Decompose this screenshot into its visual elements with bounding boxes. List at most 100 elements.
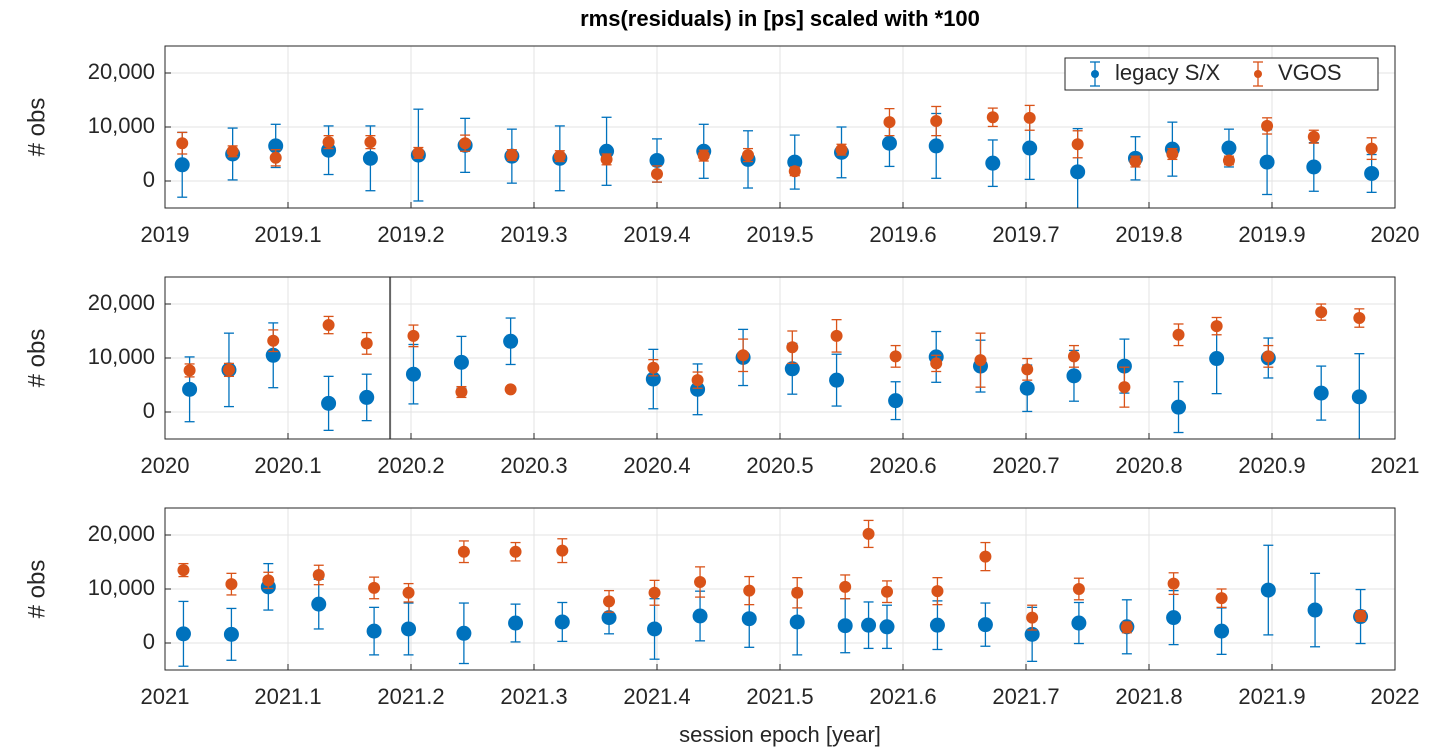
data-point — [556, 544, 569, 557]
data-point — [861, 617, 877, 633]
data-point — [789, 614, 805, 630]
data-point — [1066, 368, 1082, 384]
data-point — [1221, 140, 1237, 156]
x-tick-label: 2021.5 — [746, 684, 813, 709]
data-point — [322, 319, 335, 332]
x-axis-label: session epoch [year] — [679, 722, 881, 747]
data-point — [1353, 312, 1366, 325]
data-point — [741, 611, 757, 627]
data-point — [1019, 380, 1035, 396]
data-point — [1067, 350, 1080, 363]
data-point — [504, 383, 517, 396]
data-point — [321, 395, 337, 411]
data-point — [879, 619, 895, 635]
data-point — [691, 374, 704, 387]
x-tick-label: 2020.4 — [623, 453, 690, 478]
data-point — [1120, 621, 1133, 634]
data-point — [1167, 577, 1180, 590]
x-tick-label: 2019.1 — [254, 222, 321, 247]
data-point — [862, 527, 875, 540]
x-tick-label: 2021.6 — [869, 684, 936, 709]
data-point — [649, 152, 665, 168]
x-tick-label: 2021.2 — [377, 684, 444, 709]
x-tick-label: 2020.5 — [746, 453, 813, 478]
y-tick-label: 20,000 — [88, 521, 155, 546]
data-point — [183, 364, 196, 377]
data-point — [267, 334, 280, 347]
y-tick-label: 0 — [143, 167, 155, 192]
data-point — [829, 372, 845, 388]
data-point — [1210, 320, 1223, 333]
data-point — [225, 578, 238, 591]
data-point — [459, 137, 472, 150]
data-point — [930, 357, 943, 370]
data-point — [360, 337, 373, 350]
data-point — [888, 393, 904, 409]
chart-title: rms(residuals) in [ps] scaled with *100 — [580, 6, 980, 31]
x-tick-label: 2019.4 — [623, 222, 690, 247]
data-point — [322, 136, 335, 149]
data-point — [737, 349, 750, 362]
x-tick-label: 2019.6 — [869, 222, 936, 247]
data-point — [835, 143, 848, 156]
data-point — [1072, 583, 1085, 595]
data-point — [1351, 389, 1367, 405]
data-point — [930, 115, 943, 128]
data-point — [177, 564, 190, 577]
legend-label: VGOS — [1278, 60, 1342, 85]
data-point — [787, 154, 803, 170]
data-point — [1209, 351, 1225, 367]
data-point — [1222, 154, 1235, 167]
data-point — [362, 150, 378, 166]
data-point — [456, 625, 472, 641]
data-point — [176, 137, 189, 150]
data-point — [985, 155, 1001, 171]
plot-content — [182, 277, 1367, 439]
data-point — [554, 614, 570, 630]
data-point — [405, 366, 421, 382]
axes-box — [164, 507, 1396, 671]
data-point — [928, 138, 944, 154]
data-point — [311, 596, 327, 612]
data-point — [1116, 358, 1132, 374]
data-point — [368, 581, 381, 594]
data-point — [742, 149, 755, 162]
data-point — [222, 363, 235, 376]
x-tick-label: 2021.7 — [992, 684, 1059, 709]
data-point — [226, 145, 239, 158]
data-point — [977, 617, 993, 633]
x-tick-label: 2020.7 — [992, 453, 1059, 478]
data-point — [1306, 159, 1322, 175]
data-point — [1071, 138, 1084, 151]
data-point — [508, 615, 524, 631]
data-point — [453, 354, 469, 370]
data-point — [1172, 328, 1185, 341]
x-tick-label: 2020.2 — [377, 453, 444, 478]
data-point — [881, 585, 894, 598]
data-point — [223, 626, 239, 642]
x-tick-label: 2020.1 — [254, 453, 321, 478]
data-point — [312, 568, 325, 581]
x-tick-label: 2020.3 — [500, 453, 567, 478]
data-point — [553, 150, 566, 163]
data-point — [881, 135, 897, 151]
x-tick-label: 2019.2 — [377, 222, 444, 247]
data-point — [883, 116, 896, 129]
data-point — [697, 149, 710, 162]
axes-box — [164, 45, 1396, 209]
data-point — [457, 545, 470, 558]
data-point — [366, 623, 382, 639]
x-tick-label: 2021.3 — [500, 684, 567, 709]
data-point — [786, 341, 799, 354]
data-point — [359, 389, 375, 405]
legend-icon — [1254, 70, 1262, 78]
x-tick-label: 2021 — [1371, 453, 1420, 478]
data-point — [364, 136, 377, 149]
x-tick-label: 2019.5 — [746, 222, 813, 247]
data-point — [603, 595, 616, 608]
data-point — [830, 329, 843, 342]
data-point — [889, 350, 902, 363]
data-point — [1315, 306, 1328, 319]
y-tick-label: 0 — [143, 398, 155, 423]
axes-box — [164, 276, 1396, 440]
